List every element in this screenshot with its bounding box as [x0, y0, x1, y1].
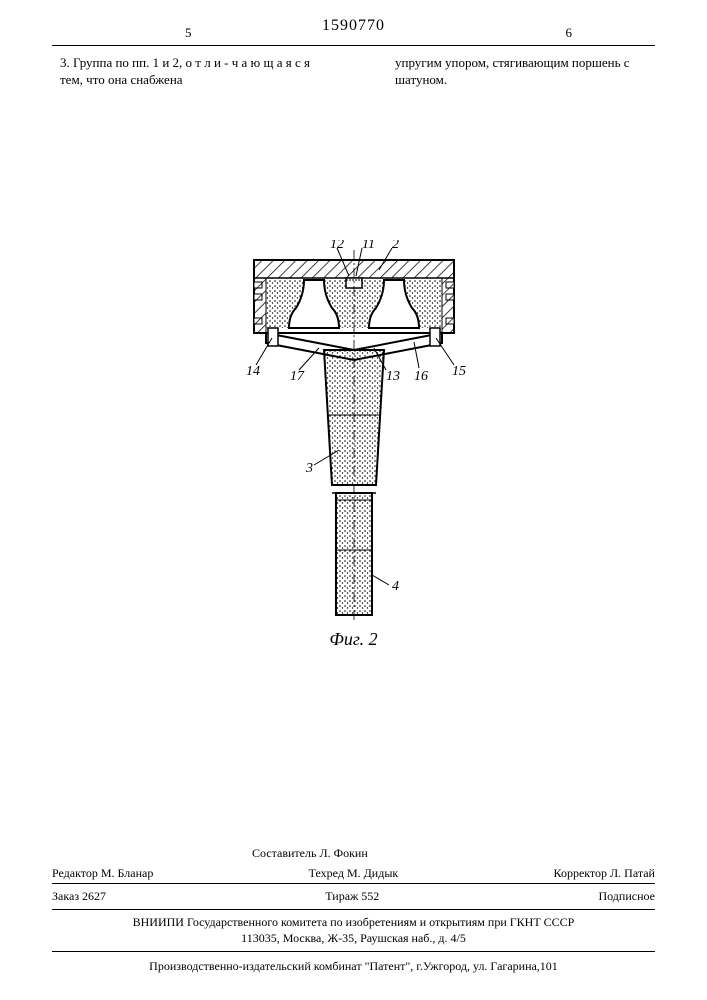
ref-15: 15 — [452, 364, 466, 379]
header-rule — [52, 45, 655, 46]
publisher: Производственно-издательский комбинат "П… — [149, 959, 558, 973]
committee-line2: 113035, Москва, Ж-35, Раушская наб., д. … — [52, 931, 655, 947]
editor: Редактор М. Бланар — [52, 866, 153, 881]
page-number-left: 5 — [185, 25, 192, 41]
techred: Техред М. Дидык — [309, 866, 399, 881]
subscription: Подписное — [598, 889, 655, 904]
figure-label: Фиг. 2 — [329, 629, 377, 650]
ref-14: 14 — [246, 364, 260, 379]
footer: Составитель Л. Фокин Редактор М. Бланар … — [52, 843, 655, 981]
ref-12: 12 — [330, 240, 344, 252]
compiler: Составитель Л. Фокин — [252, 846, 368, 861]
ref-4: 4 — [392, 579, 399, 594]
figure-2-diagram: 12 11 2 14 17 13 16 15 3 4 — [214, 240, 494, 635]
ref-13: 13 — [386, 369, 400, 384]
column-right-text: упругим упором, стягивающим поршень с ша… — [395, 55, 675, 89]
ref-17: 17 — [290, 369, 305, 384]
column-left-text: 3. Группа по пп. 1 и 2, о т л и - ч а ю … — [60, 55, 320, 89]
committee-line1: ВНИИПИ Государственного комитета по изоб… — [52, 915, 655, 931]
ref-3: 3 — [305, 461, 313, 476]
ref-11: 11 — [362, 240, 375, 252]
ref-2: 2 — [392, 240, 399, 252]
ref-16: 16 — [414, 369, 428, 384]
page-number-right: 6 — [566, 25, 573, 41]
order-number: Заказ 2627 — [52, 889, 106, 904]
tirazh: Тираж 552 — [325, 889, 379, 904]
patent-number: 1590770 — [322, 17, 385, 35]
corrector: Корректор Л. Патай — [554, 866, 655, 881]
